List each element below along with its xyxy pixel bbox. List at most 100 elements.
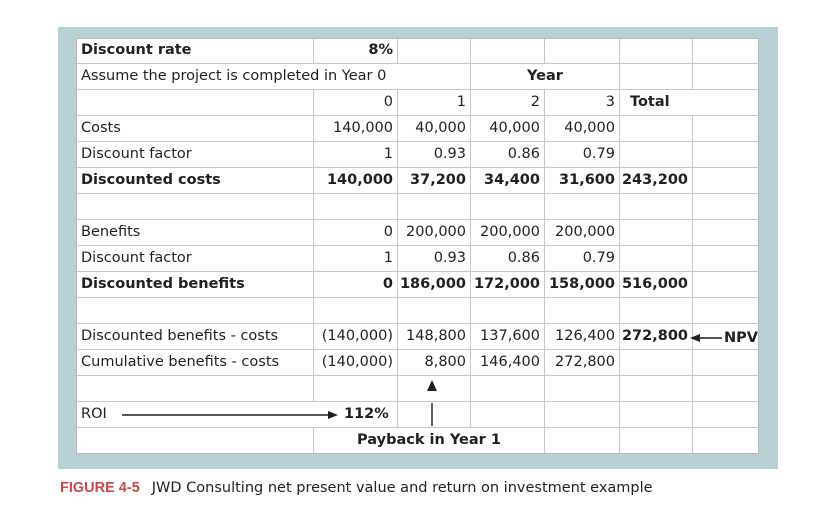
empty-cell [693, 246, 759, 272]
empty-cell [693, 142, 759, 168]
empty-cell [693, 298, 759, 324]
empty-cell [620, 402, 693, 428]
empty-cell [471, 38, 545, 64]
year-1-header: 1 [398, 90, 471, 116]
costs-y3: 40,000 [545, 116, 620, 142]
df-benefits-y1: 0.93 [398, 246, 471, 272]
empty-cell [693, 272, 759, 298]
empty-cell [693, 168, 759, 194]
df-costs-y3: 0.79 [545, 142, 620, 168]
db-y1: 186,000 [398, 272, 471, 298]
empty-cell [693, 38, 759, 64]
discounted-benefits-label: Discounted benefits [76, 272, 314, 298]
cum-y2: 146,400 [471, 350, 545, 376]
empty-cell [314, 376, 398, 402]
total-header: Total [620, 90, 759, 116]
empty-cell [620, 376, 693, 402]
cum-y1: 8,800 [398, 350, 471, 376]
roi-arrow [122, 411, 338, 419]
discount-factor-costs-label: Discount factor [76, 142, 314, 168]
df-benefits-y2: 0.86 [471, 246, 545, 272]
empty-cell [471, 376, 545, 402]
empty-cell [76, 90, 314, 116]
empty-cell [693, 220, 759, 246]
benefits-y3: 200,000 [545, 220, 620, 246]
costs-y0: 140,000 [314, 116, 398, 142]
empty-cell [545, 298, 620, 324]
costs-y2: 40,000 [471, 116, 545, 142]
df-costs-y1: 0.93 [398, 142, 471, 168]
empty-cell [620, 350, 693, 376]
empty-cell [545, 38, 620, 64]
spreadsheet: Discount rate 8% Assume the project is c… [76, 38, 759, 454]
empty-cell [471, 194, 545, 220]
empty-cell [620, 38, 693, 64]
empty-cell [314, 194, 398, 220]
discount-factor-benefits-label: Discount factor [76, 246, 314, 272]
dc-y1: 37,200 [398, 168, 471, 194]
net-y2: 137,600 [471, 324, 545, 350]
db-total: 516,000 [620, 272, 693, 298]
db-y0: 0 [314, 272, 398, 298]
empty-cell [620, 116, 693, 142]
cumulative-label: Cumulative benefits - costs [76, 350, 314, 376]
empty-cell [398, 194, 471, 220]
db-y3: 158,000 [545, 272, 620, 298]
benefits-label: Benefits [76, 220, 314, 246]
cum-y3: 272,800 [545, 350, 620, 376]
benefits-y1: 200,000 [398, 220, 471, 246]
empty-cell [545, 194, 620, 220]
empty-cell [693, 64, 759, 90]
empty-cell [76, 428, 314, 454]
empty-cell [620, 64, 693, 90]
caption-text: JWD Consulting net present value and ret… [151, 480, 653, 496]
empty-cell [76, 194, 314, 220]
figure-caption: FIGURE 4-5 JWD Consulting net present val… [60, 477, 653, 499]
empty-cell [471, 298, 545, 324]
dc-y3: 31,600 [545, 168, 620, 194]
df-benefits-y0: 1 [314, 246, 398, 272]
empty-cell [620, 194, 693, 220]
npv-label: NPV [724, 330, 758, 346]
empty-cell [471, 402, 545, 428]
net-label: Discounted benefits - costs [76, 324, 314, 350]
net-y0: (140,000) [314, 324, 398, 350]
empty-cell [620, 428, 693, 454]
df-costs-y0: 1 [314, 142, 398, 168]
empty-cell [693, 376, 759, 402]
figure-number: FIGURE 4-5 [60, 480, 140, 496]
dc-y0: 140,000 [314, 168, 398, 194]
costs-y1: 40,000 [398, 116, 471, 142]
db-y2: 172,000 [471, 272, 545, 298]
net-y3: 126,400 [545, 324, 620, 350]
empty-cell [398, 38, 471, 64]
discounted-costs-label: Discounted costs [76, 168, 314, 194]
df-costs-y2: 0.86 [471, 142, 545, 168]
empty-cell [620, 220, 693, 246]
empty-cell [620, 246, 693, 272]
net-y1: 148,800 [398, 324, 471, 350]
empty-cell [545, 428, 620, 454]
costs-label: Costs [76, 116, 314, 142]
discount-rate-value: 8% [314, 38, 398, 64]
empty-cell [398, 298, 471, 324]
benefits-y2: 200,000 [471, 220, 545, 246]
df-benefits-y3: 0.79 [545, 246, 620, 272]
empty-cell [314, 298, 398, 324]
benefits-y0: 0 [314, 220, 398, 246]
discount-rate-label: Discount rate [76, 38, 314, 64]
empty-cell [398, 402, 471, 428]
npv-arrow [690, 334, 722, 342]
year-label: Year [471, 64, 620, 90]
empty-cell [620, 142, 693, 168]
empty-cell [76, 376, 314, 402]
empty-cell [76, 298, 314, 324]
cum-y0: (140,000) [314, 350, 398, 376]
dc-y2: 34,400 [471, 168, 545, 194]
empty-cell [545, 376, 620, 402]
empty-cell [620, 298, 693, 324]
year-3-header: 3 [545, 90, 620, 116]
empty-cell [693, 116, 759, 142]
assumption-text: Assume the project is completed in Year … [76, 64, 471, 90]
dc-total: 243,200 [620, 168, 693, 194]
